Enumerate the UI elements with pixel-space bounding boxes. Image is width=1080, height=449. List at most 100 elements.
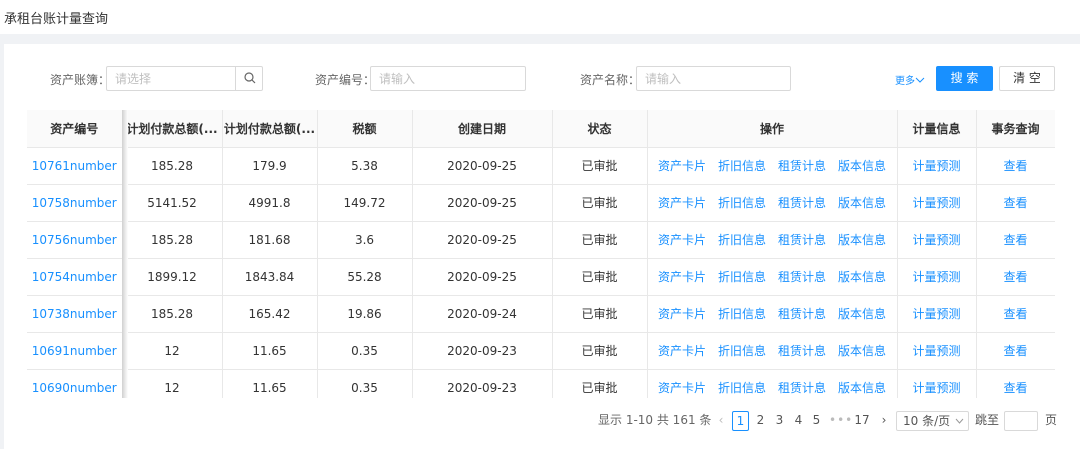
action-link[interactable]: 资产卡片 [657,307,706,321]
cell-text: 2020-09-25 [447,269,517,284]
action-link[interactable]: 版本信息 [838,344,887,358]
table-cell: 2020-09-25 [412,221,553,259]
table-cell: 已审批 [552,184,648,222]
cell-link[interactable]: 10738number [31,306,117,321]
cell-link[interactable]: 10756number [31,232,117,247]
page-item[interactable]: 17 [854,413,870,427]
cell-link[interactable]: 查看 [1003,196,1028,210]
action-link[interactable]: 资产卡片 [657,344,706,358]
page-size-select[interactable]: 10 条/页 [896,411,969,431]
cell-text: 已审批 [581,270,618,284]
table-cell: 10691number [27,332,123,370]
action-link[interactable]: 折旧信息 [717,344,766,358]
action-link[interactable]: 租赁计息 [778,233,827,247]
table-cell: 149.72 [317,184,413,222]
text-input[interactable]: 请输入 [636,66,791,91]
action-link[interactable]: 折旧信息 [717,196,766,210]
cell-link[interactable]: 查看 [1003,233,1028,247]
action-link[interactable]: 折旧信息 [717,233,766,247]
cell-link[interactable]: 查看 [1003,344,1028,358]
action-link[interactable]: 折旧信息 [717,307,766,321]
action-link[interactable]: 版本信息 [838,381,887,395]
page-item[interactable]: 5 [812,413,821,427]
cell-text: 0.35 [351,343,378,358]
action-link[interactable]: 租赁计息 [778,159,827,173]
action-link[interactable]: 租赁计息 [778,270,827,284]
table-cell: 计量预测 [897,184,977,222]
action-link[interactable]: 版本信息 [838,233,887,247]
table-cell: 10761number [27,147,123,185]
page-item[interactable]: 4 [794,413,803,427]
cell-link[interactable]: 10754number [31,269,117,284]
page-ellipsis[interactable]: ••• [829,413,854,427]
cell-link[interactable]: 查看 [1003,307,1028,321]
jump-input[interactable] [1004,411,1038,431]
table-cell: 已审批 [552,295,648,333]
action-link[interactable]: 版本信息 [838,196,887,210]
action-link[interactable]: 折旧信息 [717,381,766,395]
cell-text: 2020-09-25 [447,158,517,173]
table-cell: 181.68 [222,221,318,259]
search-button[interactable]: 搜 索 [936,66,993,91]
cell-link[interactable]: 10758number [31,195,117,210]
actions-cell: 资产卡片 折旧信息 租赁计息 版本信息 [647,258,898,296]
page-unit: 页 [1045,413,1058,427]
table-cell: 查看 [976,184,1055,222]
more-toggle[interactable]: 更多 [895,72,925,87]
actions-cell: 资产卡片 折旧信息 租赁计息 版本信息 [647,332,898,370]
page-item[interactable]: 1 [732,411,749,431]
action-link[interactable]: 资产卡片 [657,159,706,173]
action-link[interactable]: 版本信息 [838,307,887,321]
select-input[interactable]: 请选择 [106,66,263,91]
search-icon[interactable] [235,66,263,91]
text-input[interactable]: 请输入 [370,66,526,91]
cell-link[interactable]: 查看 [1003,270,1028,284]
table-cell: 计量预测 [897,147,977,185]
cell-link[interactable]: 查看 [1003,381,1028,395]
prev-page[interactable]: ‹ [718,413,724,427]
action-link[interactable]: 资产卡片 [657,270,706,284]
action-link[interactable]: 资产卡片 [657,381,706,395]
table-row: 10691number 12 11.65 0.35 2020-09-23 已审批 资产卡片折… [27,332,1055,370]
cell-text: 2020-09-23 [447,343,517,358]
table-cell: 179.9 [222,147,318,185]
cell-link[interactable]: 计量预测 [912,307,961,321]
cell-text: 19.86 [347,306,382,321]
action-link[interactable]: 版本信息 [838,159,887,173]
table-cell: 查看 [976,369,1055,398]
action-link[interactable]: 折旧信息 [717,270,766,284]
cell-link[interactable]: 计量预测 [912,196,961,210]
cell-link[interactable]: 计量预测 [912,159,961,173]
fixed-column-shadow [122,110,128,398]
cell-link[interactable]: 计量预测 [912,233,961,247]
table-cell: 已审批 [552,258,648,296]
chevron [955,418,964,424]
action-link[interactable]: 租赁计息 [778,196,827,210]
table-cell: 2020-09-24 [412,295,553,333]
table-cell: 查看 [976,332,1055,370]
table-row: 10738number 185.28 165.42 19.86 2020-09-24 已审… [27,295,1055,333]
cell-link[interactable]: 查看 [1003,159,1028,173]
action-link[interactable]: 租赁计息 [778,381,827,395]
page-item[interactable]: 3 [775,413,784,427]
action-link[interactable]: 折旧信息 [717,159,766,173]
action-link[interactable]: 资产卡片 [657,233,706,247]
reset-button[interactable]: 清 空 [999,66,1055,91]
cell-link[interactable]: 计量预测 [912,270,961,284]
table-cell: 0.35 [317,332,413,370]
cell-link[interactable]: 10691number [31,343,117,358]
cell-link[interactable]: 10690number [31,380,117,395]
data-table: 资产编号 计划付款总额(... 计划付款总额(... 税额 创建日期 状态 操作 计量信息 事务… [27,110,1055,398]
table-cell: 查看 [976,147,1055,185]
cell-link[interactable]: 计量预测 [912,344,961,358]
action-link[interactable]: 资产卡片 [657,196,706,210]
column-header: 税额 [317,110,413,148]
action-link[interactable]: 租赁计息 [778,307,827,321]
page-item[interactable]: 2 [756,413,765,427]
action-link[interactable]: 租赁计息 [778,344,827,358]
cell-link[interactable]: 计量预测 [912,381,961,395]
action-link[interactable]: 版本信息 [838,270,887,284]
table-cell: 已审批 [552,369,648,398]
cell-link[interactable]: 10761number [31,158,117,173]
next-page[interactable]: › [881,413,887,427]
